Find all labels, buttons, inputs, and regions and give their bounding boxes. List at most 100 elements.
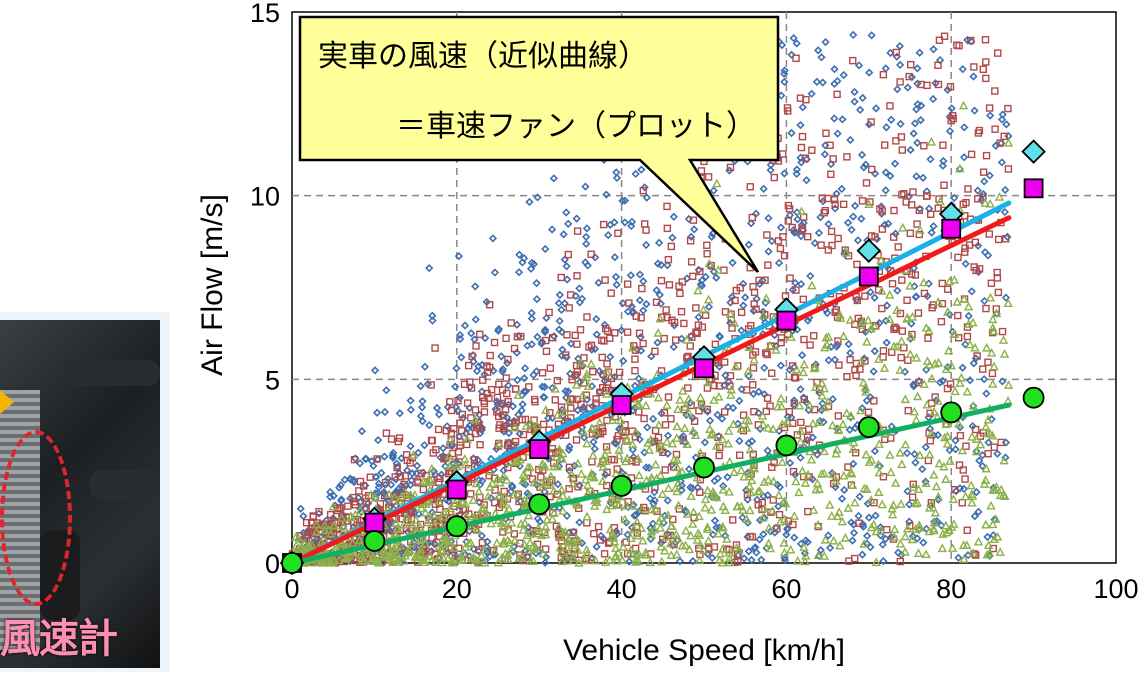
- scatter-point: [733, 419, 742, 428]
- scatter-point: [828, 535, 839, 545]
- scatter-point: [798, 132, 807, 141]
- scatter-point: [557, 547, 567, 557]
- scatter-point: [850, 97, 859, 106]
- scatter-point: [763, 491, 772, 500]
- scatter-point: [565, 549, 575, 559]
- scatter-point: [647, 352, 656, 361]
- scatter-point: [656, 541, 666, 551]
- scatter-point: [607, 289, 615, 297]
- scatter-point: [792, 555, 803, 565]
- scatter-point: [655, 470, 666, 479]
- scatter-point: [611, 329, 619, 337]
- scatter-point: [460, 454, 470, 463]
- scatter-point: [990, 443, 998, 451]
- scatter-point: [744, 240, 753, 249]
- scatter-point: [605, 524, 616, 534]
- scatter-point: [631, 169, 640, 179]
- scatter-point: [703, 485, 713, 495]
- scatter-point: [724, 553, 735, 562]
- scatter-point: [511, 437, 520, 446]
- scatter-point: [945, 126, 955, 136]
- scatter-point: [763, 231, 771, 239]
- scatter-point: [742, 423, 752, 432]
- scatter-point: [821, 206, 830, 215]
- scatter-point: [935, 196, 945, 206]
- scatter-point: [693, 483, 702, 492]
- scatter-point: [918, 173, 928, 182]
- scatter-point: [631, 549, 642, 558]
- scatter-point: [635, 329, 644, 337]
- scatter-point: [483, 546, 492, 556]
- scatter-point: [897, 459, 907, 469]
- scatter-point: [655, 313, 665, 323]
- scatter-point: [531, 542, 541, 552]
- scatter-point: [474, 547, 483, 556]
- scatter-point: [745, 444, 756, 454]
- scatter-point: [738, 513, 747, 522]
- scatter-point: [768, 424, 778, 433]
- scatter-point: [935, 378, 945, 387]
- scatter-point: [912, 172, 921, 181]
- scatter-point: [562, 208, 571, 217]
- scatter-point: [474, 476, 484, 485]
- scatter-point: [667, 520, 677, 530]
- scatter-point: [764, 214, 773, 223]
- scatter-point: [403, 546, 413, 556]
- scatter-point: [747, 555, 756, 565]
- scatter-point: [697, 281, 707, 290]
- scatter-point: [745, 487, 756, 497]
- scatter-point: [934, 61, 942, 69]
- scatter-point: [908, 330, 916, 339]
- scatter-point: [335, 483, 344, 492]
- scatter-point: [980, 375, 989, 384]
- scatter-point: [915, 450, 925, 460]
- scatter-point: [864, 513, 874, 522]
- scatter-point: [736, 423, 746, 433]
- scatter-point: [997, 158, 1007, 167]
- scatter-point: [613, 500, 624, 509]
- scatter-point: [945, 446, 954, 455]
- scatter-point: [437, 470, 446, 479]
- scatter-point: [780, 252, 789, 260]
- scatter-point: [425, 421, 434, 430]
- scatter-point: [618, 196, 627, 205]
- scatter-point: [383, 503, 393, 513]
- scatter-point: [561, 542, 572, 551]
- scatter-point: [882, 338, 891, 347]
- scatter-point: [527, 314, 536, 323]
- scatter-point: [878, 207, 887, 215]
- scatter-point: [466, 490, 475, 498]
- scatter-point: [648, 519, 658, 528]
- scatter-point: [650, 437, 659, 446]
- scatter-point: [774, 258, 784, 268]
- scatter-point: [895, 365, 905, 374]
- scatter-point: [566, 469, 577, 479]
- scatter-point: [763, 538, 774, 548]
- engine-photo: 風速計: [0, 320, 160, 668]
- scatter-point: [703, 377, 714, 387]
- scatter-point: [798, 226, 806, 235]
- scatter-point: [775, 510, 784, 519]
- scatter-point: [634, 374, 643, 383]
- fit-line-green: [289, 402, 1012, 566]
- scatter-point: [745, 505, 755, 515]
- scatter-point: [789, 520, 797, 529]
- scatter-point: [617, 326, 626, 335]
- callout-box: [298, 15, 780, 273]
- scatter-point: [981, 463, 991, 473]
- scatter-point: [532, 528, 543, 538]
- scatter-point: [945, 310, 954, 319]
- scatter-point: [780, 169, 789, 178]
- scatter-point: [661, 532, 671, 541]
- scatter-point: [328, 501, 338, 511]
- scatter-point: [434, 410, 444, 419]
- scatter-point: [886, 102, 894, 110]
- scatter-point: [710, 516, 720, 525]
- scatter-point: [569, 540, 580, 550]
- scatter-point: [819, 551, 830, 560]
- scatter-point: [982, 389, 991, 398]
- scatter-point: [478, 538, 487, 547]
- scatter-point: [750, 407, 758, 416]
- scatter-point: [562, 262, 571, 271]
- scatter-point: [973, 352, 981, 360]
